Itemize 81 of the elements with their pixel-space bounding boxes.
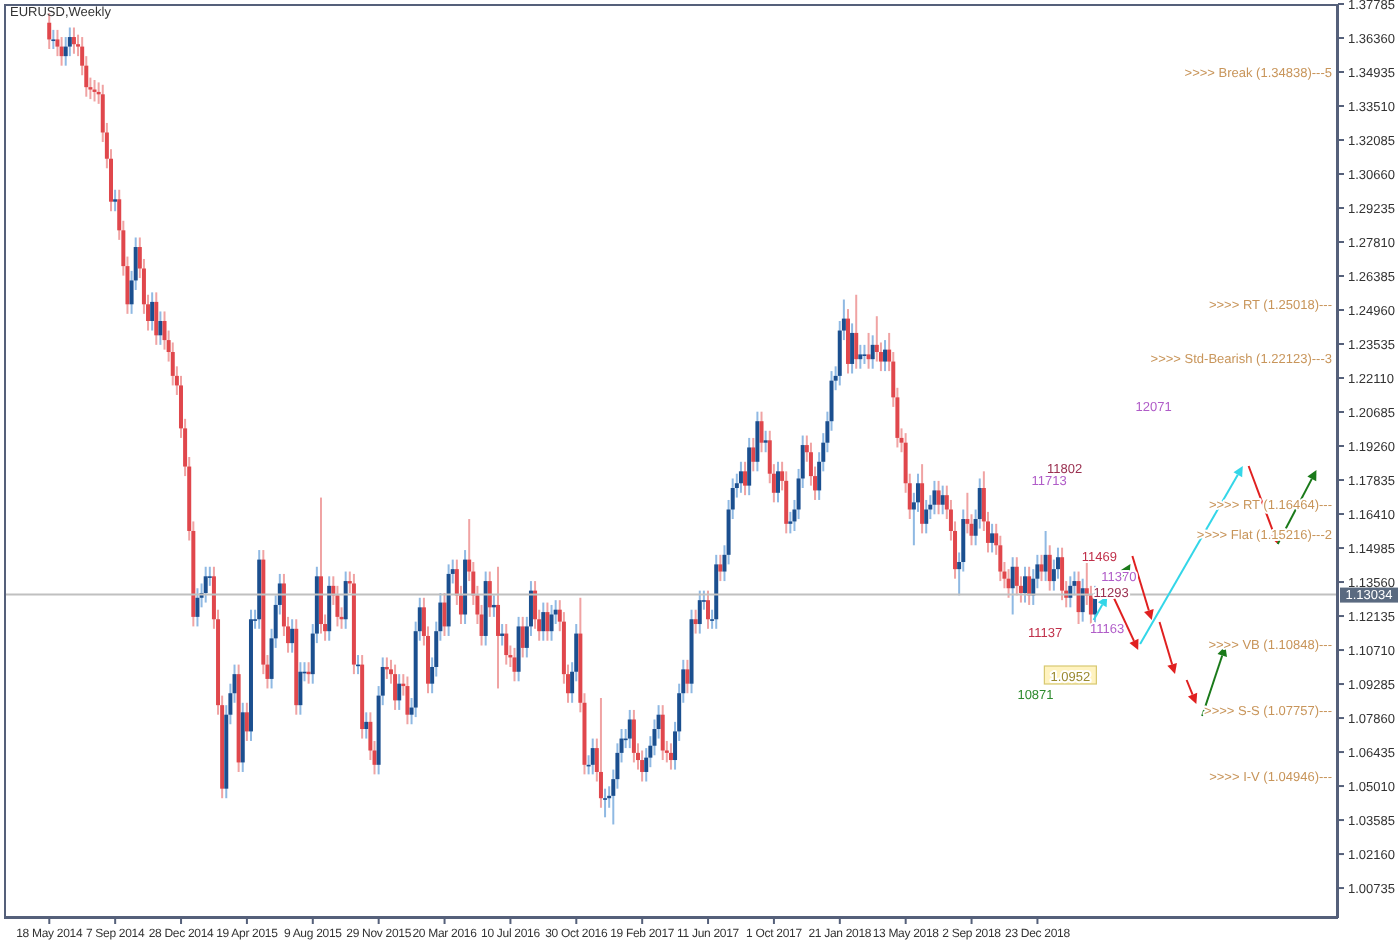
candlestick — [343, 570, 348, 630]
candlestick — [496, 565, 501, 690]
candlestick — [924, 498, 929, 535]
candlestick — [1039, 553, 1044, 583]
candlestick — [487, 570, 492, 618]
candlestick — [932, 479, 937, 516]
candlestick — [397, 673, 402, 711]
candlestick — [1043, 529, 1048, 583]
candlestick — [154, 291, 159, 346]
candlestick — [738, 460, 743, 494]
candlestick — [743, 460, 748, 497]
candlestick — [393, 663, 398, 711]
candlestick — [883, 339, 888, 373]
candlestick — [660, 704, 665, 762]
candlestick — [545, 601, 550, 642]
candlestick — [290, 618, 295, 654]
candlestick — [759, 410, 764, 454]
candlestick — [512, 646, 517, 683]
candlestick — [870, 334, 875, 370]
candlestick — [203, 565, 208, 604]
candlestick — [775, 460, 780, 504]
candlestick — [1047, 544, 1052, 592]
candlestick — [850, 322, 855, 375]
candlestick — [603, 787, 608, 819]
candlestick — [854, 293, 859, 370]
candlestick — [71, 26, 76, 55]
candlestick — [874, 315, 879, 363]
candlestick — [858, 343, 863, 370]
candlestick — [718, 553, 723, 583]
candlestick — [1006, 568, 1011, 599]
candlestick — [590, 737, 595, 776]
candlestick — [685, 658, 690, 695]
candlestick — [1076, 570, 1081, 626]
candlestick — [541, 601, 546, 642]
candlestick — [504, 623, 509, 666]
candlestick — [195, 587, 200, 628]
candlestick — [862, 343, 867, 365]
candlestick — [318, 496, 323, 635]
candlestick — [520, 615, 525, 659]
candlestick — [640, 749, 645, 783]
candlestick — [364, 711, 369, 740]
candlestick — [1080, 577, 1085, 623]
candlestick — [706, 589, 710, 630]
candlestick — [940, 484, 945, 516]
candlestick — [1010, 556, 1015, 616]
candlestick — [627, 708, 632, 750]
candlestick — [936, 479, 941, 516]
candlestick — [1060, 546, 1065, 602]
candlestick — [244, 701, 249, 742]
candlestick — [55, 28, 60, 58]
candlestick — [990, 522, 995, 554]
candlestick — [298, 661, 303, 716]
candlestick — [920, 463, 925, 535]
candlestick — [784, 470, 789, 535]
candlestick — [158, 310, 163, 346]
candlestick — [335, 584, 340, 628]
candlestick — [866, 331, 871, 370]
candlestick — [51, 28, 56, 50]
candlestick — [755, 410, 760, 473]
candlestick — [697, 589, 702, 635]
candlestick — [751, 436, 756, 473]
candlestick — [693, 608, 698, 635]
candlestick — [327, 575, 332, 642]
candlestick — [668, 742, 673, 771]
candlestick — [763, 429, 768, 454]
candlestick — [63, 36, 68, 67]
candlestick — [631, 708, 636, 764]
candlestick — [1023, 565, 1028, 604]
candlestick — [1014, 556, 1019, 597]
candlestick — [67, 26, 72, 58]
candlestick — [516, 615, 521, 683]
candlestick — [405, 675, 410, 726]
candlestick — [747, 436, 752, 497]
candlestick — [1027, 565, 1032, 606]
candlestick — [549, 603, 554, 642]
candlestick — [598, 697, 603, 809]
candlestick — [442, 592, 447, 637]
candlestick — [113, 188, 118, 213]
candlestick — [150, 291, 155, 332]
candlestick — [59, 36, 64, 67]
candlestick — [845, 308, 850, 375]
